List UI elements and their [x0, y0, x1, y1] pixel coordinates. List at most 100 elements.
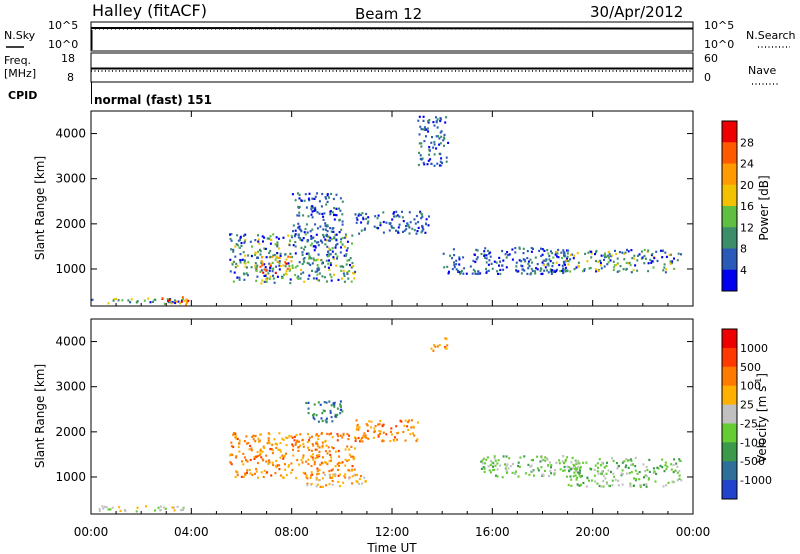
- date-title: 30/Apr/2012: [590, 3, 683, 21]
- echo-cell: [482, 457, 485, 460]
- echo-cell: [645, 475, 648, 478]
- echo-cell: [258, 242, 261, 245]
- echo-cell: [443, 266, 446, 269]
- echo-cell: [446, 265, 449, 268]
- echo-cell: [237, 445, 240, 448]
- echo-cell: [499, 268, 502, 272]
- echo-cell: [230, 239, 233, 242]
- echo-cell: [540, 247, 542, 250]
- echo-cell: [297, 449, 300, 452]
- echo-cell: [299, 237, 302, 240]
- echo-cell: [341, 277, 343, 280]
- echo-cell: [329, 432, 332, 435]
- echo-cell: [330, 276, 333, 279]
- echo-cell: [345, 253, 348, 256]
- echo-cell: [522, 268, 525, 271]
- echo-cell: [323, 401, 326, 404]
- echo-cell: [477, 270, 480, 273]
- echo-cell: [577, 465, 580, 468]
- echo-cell: [607, 250, 610, 253]
- echo-cell: [329, 248, 332, 251]
- echo-cell: [275, 446, 278, 449]
- echo-cell: [678, 474, 681, 477]
- echo-cell: [286, 436, 289, 440]
- echo-cell: [309, 230, 312, 233]
- echo-cell: [234, 266, 237, 269]
- colorbar-frame: [721, 120, 738, 292]
- echo-cell: [337, 480, 340, 483]
- echo-cell: [328, 460, 331, 463]
- echo-cell: [304, 472, 307, 475]
- echo-cell: [679, 459, 682, 462]
- echo-cell: [346, 247, 349, 250]
- echo-cell: [324, 224, 327, 227]
- echo-cell: [505, 256, 508, 259]
- echo-cell: [419, 125, 422, 128]
- echo-cell: [493, 457, 496, 460]
- echo-cell: [484, 256, 487, 259]
- echo-cell: [619, 265, 622, 268]
- echo-cell: [420, 217, 423, 220]
- echo-cell: [333, 213, 335, 217]
- echo-cell: [598, 484, 601, 488]
- echo-cell: [339, 473, 341, 476]
- echo-cell: [271, 270, 274, 273]
- echo-cell: [246, 460, 249, 463]
- echo-cell: [645, 485, 648, 488]
- echo-cell: [329, 236, 332, 239]
- echo-cell: [605, 255, 608, 258]
- echo-cell: [390, 427, 393, 430]
- echo-cell: [295, 433, 298, 437]
- echo-cell: [428, 153, 431, 156]
- echo-cell: [377, 434, 380, 437]
- echo-cell: [632, 463, 634, 466]
- echo-cell: [402, 230, 404, 233]
- nsky-strip: 10^5 10^0 10^5 10^0 N.Sky N.Search: [4, 19, 796, 52]
- echo-cell: [530, 250, 533, 253]
- echo-cell: [413, 229, 416, 232]
- echo-cell: [570, 461, 573, 464]
- echo-cell: [595, 251, 597, 254]
- echo-cell: [271, 461, 274, 464]
- echo-cell: [272, 277, 275, 280]
- echo-cell: [476, 272, 479, 276]
- echo-cell: [405, 225, 407, 228]
- echo-cell: [256, 275, 259, 278]
- echo-cell: [293, 235, 296, 238]
- echo-cell: [621, 461, 624, 464]
- echo-cell: [298, 197, 301, 200]
- echo-cell: [608, 484, 611, 487]
- echo-cell: [315, 448, 318, 451]
- echo-cell: [531, 269, 534, 272]
- echo-cell: [590, 468, 593, 471]
- echo-cell: [238, 439, 241, 442]
- echo-cell: [343, 245, 346, 248]
- colorbar-tick-label: 16: [740, 200, 754, 213]
- echo-cell: [365, 217, 368, 220]
- echo-cell: [653, 257, 656, 260]
- echo-cell: [426, 163, 429, 166]
- echo-cell: [347, 438, 350, 441]
- echo-cell: [107, 302, 110, 305]
- echo-cell: [267, 272, 270, 275]
- nsearch-tick-high: 10^5: [704, 19, 734, 32]
- echo-cell: [665, 255, 668, 258]
- echo-cell: [314, 448, 317, 451]
- echo-cell: [636, 254, 639, 257]
- echo-cell: [632, 269, 635, 272]
- echo-cell: [303, 280, 306, 283]
- echo-cell: [238, 442, 241, 445]
- echo-cell: [558, 462, 561, 465]
- echo-cell: [630, 471, 633, 474]
- echo-cell: [317, 241, 320, 244]
- echo-cell: [315, 259, 317, 262]
- echo-cell: [453, 254, 456, 257]
- echo-cell: [297, 446, 300, 449]
- echo-cell: [455, 268, 458, 271]
- echo-cell: [584, 252, 587, 255]
- echo-cell: [277, 237, 280, 240]
- echo-cell: [245, 458, 247, 461]
- echo-cell: [579, 475, 582, 479]
- echo-cell: [453, 261, 455, 264]
- y-tick-label: 2000: [55, 425, 86, 439]
